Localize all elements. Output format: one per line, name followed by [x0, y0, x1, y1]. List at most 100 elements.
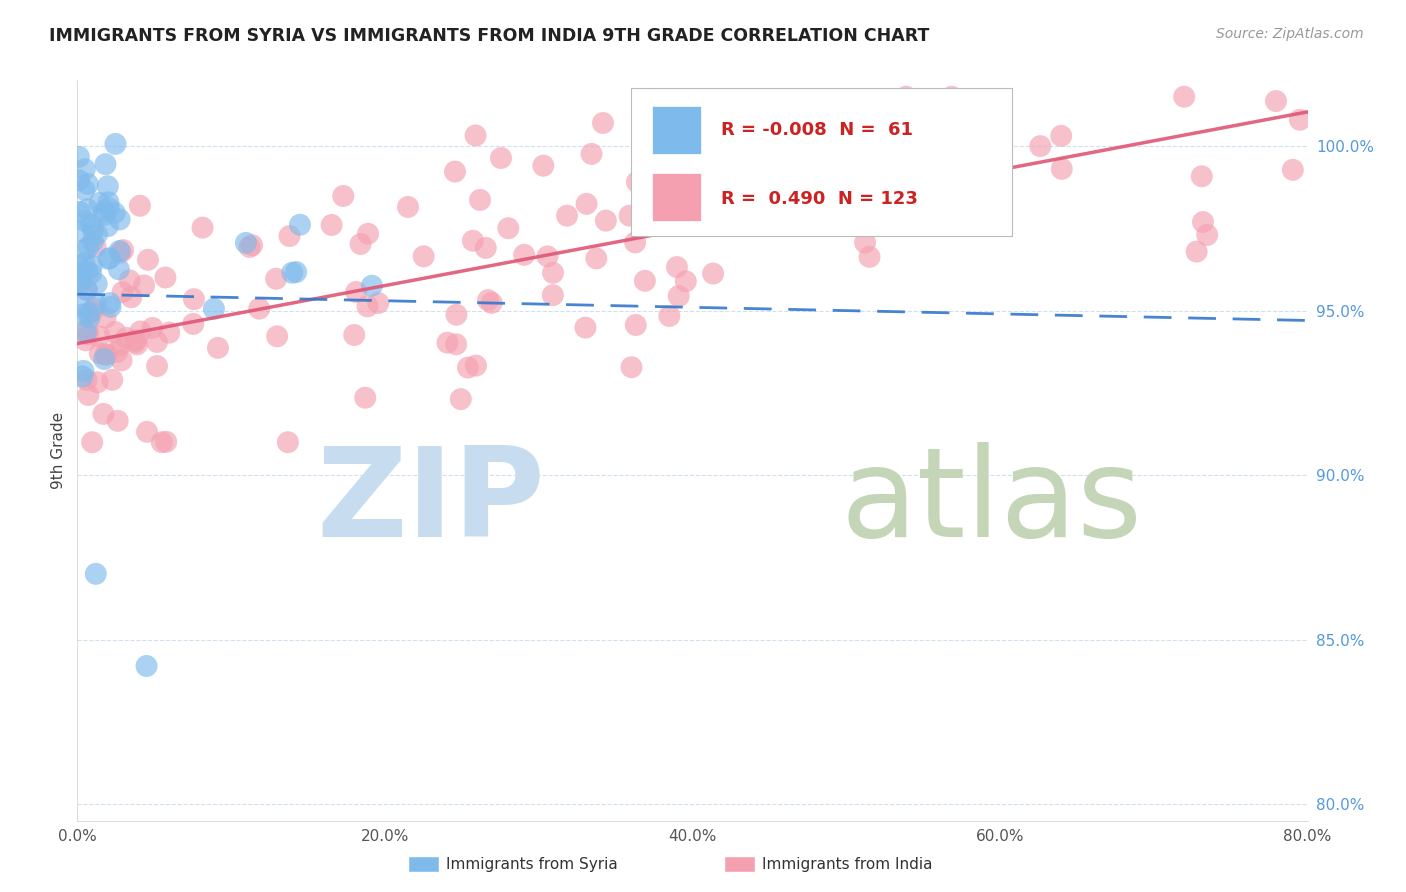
Point — [235, 235, 257, 250]
Point — [620, 360, 643, 375]
Point — [73, 256, 96, 270]
Point — [1185, 244, 1208, 259]
Point — [702, 267, 724, 281]
Point — [98, 296, 121, 310]
FancyBboxPatch shape — [652, 106, 702, 154]
Point — [83, 301, 105, 316]
Point — [86, 277, 108, 291]
Point — [104, 325, 127, 339]
Point — [107, 262, 129, 277]
Point — [104, 206, 127, 220]
Point — [129, 325, 152, 339]
Point — [101, 373, 124, 387]
Point — [76, 373, 98, 387]
Point — [894, 89, 917, 103]
Point — [1192, 215, 1215, 229]
Point — [357, 227, 380, 241]
Point — [1197, 227, 1219, 242]
Point — [75, 334, 97, 348]
Point — [76, 322, 98, 336]
Point — [105, 345, 128, 359]
Point — [278, 229, 301, 244]
Point — [1289, 112, 1312, 127]
Point — [1191, 169, 1213, 184]
Point — [98, 252, 121, 266]
Point — [69, 273, 91, 287]
Point — [136, 252, 159, 267]
Point — [129, 199, 152, 213]
Point — [541, 288, 564, 302]
Point — [941, 89, 963, 103]
Point — [247, 301, 270, 316]
Point — [444, 337, 467, 351]
Point — [624, 235, 647, 250]
Point — [93, 407, 115, 421]
Point — [69, 299, 91, 313]
Point — [76, 264, 98, 278]
Point — [285, 265, 308, 279]
Text: atlas: atlas — [841, 442, 1142, 563]
Point — [481, 296, 503, 310]
Point — [281, 266, 304, 280]
Point — [67, 150, 90, 164]
Point — [80, 259, 103, 273]
Point — [288, 218, 311, 232]
Point — [108, 244, 131, 258]
Point — [89, 329, 111, 343]
Point — [67, 278, 90, 293]
Point — [104, 136, 127, 151]
Point — [93, 204, 115, 219]
Y-axis label: 9th Grade: 9th Grade — [51, 412, 66, 489]
Point — [555, 209, 578, 223]
Point — [412, 249, 434, 263]
Point — [89, 195, 111, 210]
Point — [73, 183, 96, 197]
Text: ZIP: ZIP — [316, 442, 546, 563]
Point — [72, 364, 94, 378]
Point — [82, 435, 104, 450]
Point — [97, 195, 120, 210]
Point — [89, 346, 111, 360]
Point — [853, 235, 876, 250]
Point — [474, 241, 496, 255]
Point — [668, 289, 690, 303]
Point — [115, 331, 138, 345]
Point — [76, 283, 98, 297]
Point — [118, 273, 141, 287]
Point — [436, 335, 458, 350]
Point — [1265, 94, 1288, 108]
Point — [349, 237, 371, 252]
Point — [110, 245, 132, 260]
FancyBboxPatch shape — [631, 87, 1012, 235]
Point — [634, 274, 657, 288]
Point — [67, 258, 90, 272]
Point — [84, 566, 107, 581]
Point — [97, 179, 120, 194]
Point — [111, 285, 134, 299]
Point — [183, 292, 205, 306]
Point — [536, 249, 558, 263]
Point — [468, 193, 491, 207]
Point — [124, 335, 146, 350]
Point — [108, 337, 131, 351]
Point — [93, 208, 115, 222]
FancyBboxPatch shape — [652, 173, 702, 221]
Point — [574, 320, 596, 334]
Point — [489, 151, 512, 165]
Point — [343, 328, 366, 343]
Point — [277, 435, 299, 450]
Point — [240, 238, 263, 252]
Point — [80, 218, 103, 232]
Point — [80, 267, 103, 281]
Point — [444, 164, 467, 178]
Point — [97, 201, 120, 215]
Point — [75, 326, 97, 340]
Point — [465, 359, 488, 373]
Point — [136, 425, 159, 439]
Point — [69, 224, 91, 238]
Point — [135, 659, 157, 673]
Point — [1050, 128, 1073, 143]
Point — [581, 147, 603, 161]
Point — [82, 223, 104, 237]
Point — [354, 391, 377, 405]
